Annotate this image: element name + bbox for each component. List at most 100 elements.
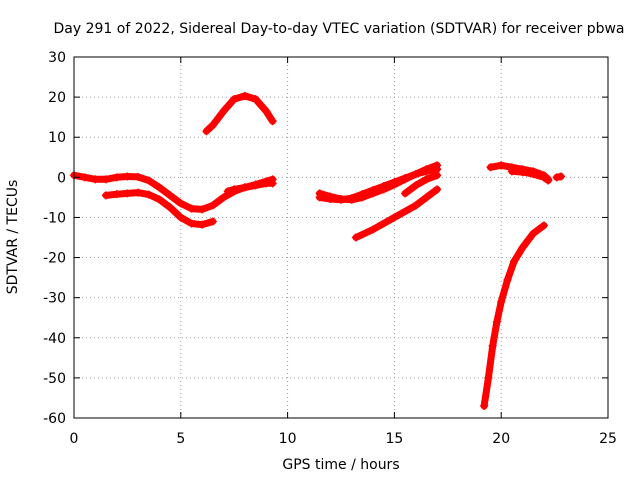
data-point bbox=[484, 373, 493, 382]
data-point bbox=[208, 201, 217, 210]
series-arc-12 bbox=[480, 222, 548, 410]
data-point bbox=[176, 199, 185, 208]
x-axis-label: GPS time / hours bbox=[282, 457, 399, 473]
data-point bbox=[369, 186, 378, 195]
data-point bbox=[219, 107, 228, 116]
data-point bbox=[112, 173, 121, 182]
y-tick-label: -20 bbox=[43, 251, 66, 267]
y-tick-label: -40 bbox=[43, 331, 66, 347]
series-arc-1 bbox=[70, 171, 277, 213]
data-point bbox=[488, 341, 497, 350]
series-group bbox=[70, 91, 566, 410]
data-point bbox=[268, 175, 277, 184]
data-point bbox=[492, 317, 501, 326]
data-point bbox=[544, 176, 553, 185]
data-point bbox=[208, 217, 217, 226]
data-point bbox=[422, 167, 431, 176]
data-point bbox=[379, 182, 388, 191]
data-point bbox=[401, 189, 410, 198]
data-point bbox=[411, 181, 420, 190]
data-point bbox=[507, 167, 516, 176]
data-point bbox=[134, 188, 143, 197]
chart-title: Day 291 of 2022, Sidereal Day-to-day VTE… bbox=[53, 21, 624, 37]
data-point bbox=[390, 213, 399, 222]
data-point bbox=[552, 173, 561, 182]
data-point bbox=[518, 243, 527, 252]
data-point bbox=[539, 221, 548, 230]
data-point bbox=[219, 193, 228, 202]
x-tick-label: 0 bbox=[70, 431, 79, 447]
x-tick-label: 15 bbox=[385, 431, 403, 447]
data-point bbox=[433, 185, 442, 194]
data-point bbox=[80, 173, 89, 182]
data-point bbox=[503, 275, 512, 284]
data-point bbox=[315, 193, 324, 202]
data-point bbox=[91, 175, 100, 184]
series-arc-8 bbox=[401, 171, 441, 197]
data-point bbox=[166, 203, 175, 212]
data-point bbox=[411, 170, 420, 179]
data-point bbox=[208, 121, 217, 130]
x-tick-label: 5 bbox=[176, 431, 185, 447]
series-arc-7 bbox=[352, 185, 441, 241]
data-point bbox=[202, 127, 211, 136]
data-point bbox=[351, 233, 360, 242]
data-point bbox=[251, 95, 260, 104]
data-point bbox=[240, 91, 249, 100]
y-tick-label: 30 bbox=[48, 50, 66, 66]
data-point bbox=[112, 190, 121, 199]
data-point bbox=[198, 205, 207, 214]
y-tick-label: -10 bbox=[43, 210, 66, 226]
data-point bbox=[123, 172, 132, 181]
data-point bbox=[486, 163, 495, 172]
data-point bbox=[401, 174, 410, 183]
data-point bbox=[369, 225, 378, 234]
data-point bbox=[102, 191, 111, 200]
data-point bbox=[187, 204, 196, 213]
x-tick-label: 25 bbox=[599, 431, 617, 447]
data-point bbox=[123, 189, 132, 198]
data-point bbox=[102, 175, 111, 184]
data-point bbox=[557, 172, 566, 181]
data-point bbox=[497, 297, 506, 306]
data-point bbox=[251, 180, 260, 189]
y-tick-label: -50 bbox=[43, 371, 66, 387]
x-tick-label: 10 bbox=[279, 431, 297, 447]
data-point bbox=[347, 194, 356, 203]
y-tick-label: -60 bbox=[43, 411, 66, 427]
y-tick-label: 20 bbox=[48, 90, 66, 106]
data-point bbox=[539, 173, 548, 182]
data-point bbox=[262, 107, 271, 116]
data-point bbox=[326, 194, 335, 203]
data-point bbox=[411, 201, 420, 210]
data-point bbox=[337, 195, 345, 204]
data-point bbox=[223, 187, 232, 196]
data-point bbox=[358, 190, 367, 199]
data-point bbox=[176, 213, 185, 222]
data-point bbox=[529, 229, 538, 238]
data-point bbox=[230, 95, 239, 104]
data-point bbox=[198, 220, 207, 229]
data-point bbox=[422, 175, 431, 184]
data-point bbox=[144, 176, 153, 185]
y-tick-label: 0 bbox=[57, 170, 66, 186]
y-tick-label: 10 bbox=[48, 130, 66, 146]
data-point bbox=[518, 168, 527, 177]
data-point bbox=[262, 177, 271, 186]
data-point bbox=[422, 193, 431, 202]
y-tick-label: -30 bbox=[43, 291, 66, 307]
y-axis-label: SDTVAR / TECUs bbox=[5, 180, 21, 295]
data-point bbox=[480, 401, 489, 410]
data-point bbox=[230, 185, 239, 194]
data-point bbox=[529, 170, 538, 179]
data-point bbox=[433, 171, 442, 180]
data-point bbox=[187, 219, 196, 228]
data-point bbox=[497, 161, 506, 170]
data-point bbox=[240, 183, 249, 192]
data-point bbox=[510, 257, 519, 266]
data-point bbox=[166, 191, 175, 200]
data-point bbox=[268, 117, 277, 126]
data-point bbox=[155, 183, 164, 192]
data-point bbox=[155, 195, 164, 204]
